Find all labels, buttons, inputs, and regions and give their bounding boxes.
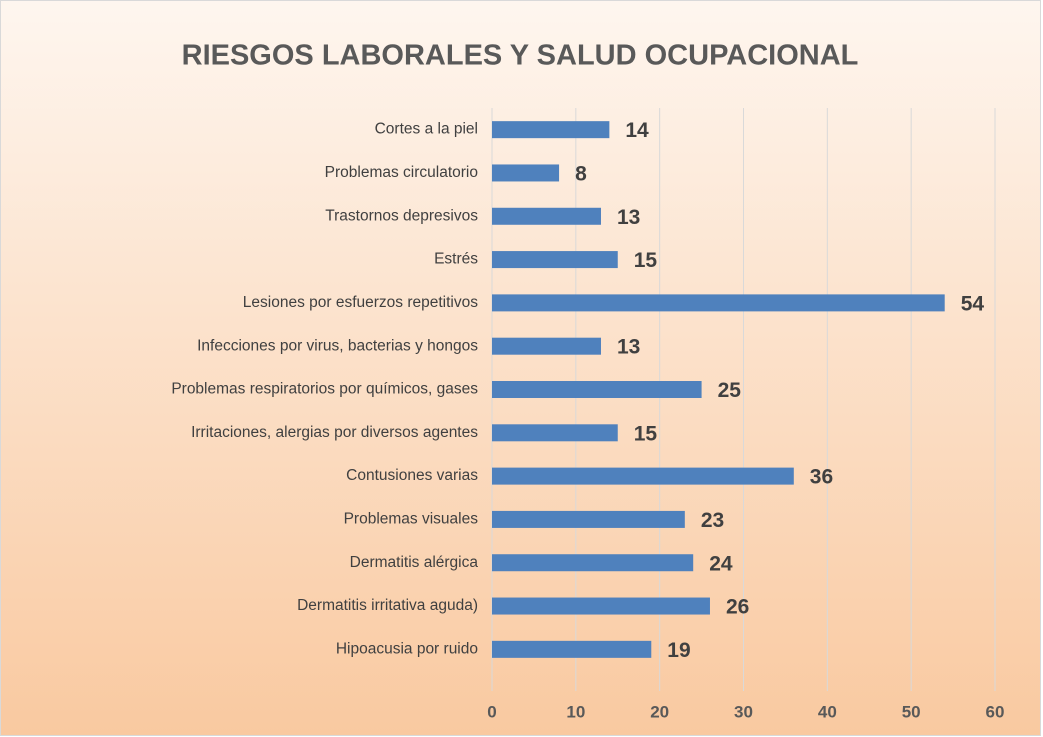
bar bbox=[492, 510, 685, 528]
data-label: 54 bbox=[961, 292, 985, 315]
bar bbox=[492, 467, 794, 485]
y-tick-label: Contusiones varias bbox=[346, 467, 478, 484]
bar bbox=[492, 207, 601, 225]
y-tick-label: Problemas respiratorios por químicos, ga… bbox=[171, 381, 478, 398]
bar bbox=[492, 640, 652, 658]
data-label: 25 bbox=[718, 379, 742, 402]
y-tick-label: Problemas visuales bbox=[344, 511, 479, 528]
bar bbox=[492, 294, 945, 312]
y-tick-label: Cortes a la piel bbox=[375, 121, 478, 138]
y-tick-label: Trastornos depresivos bbox=[325, 207, 478, 224]
x-tick-label: 20 bbox=[650, 702, 669, 721]
data-label: 26 bbox=[726, 596, 749, 619]
x-tick-label: 60 bbox=[986, 702, 1005, 721]
bar bbox=[492, 121, 610, 139]
x-tick-label: 0 bbox=[487, 702, 496, 721]
data-label: 15 bbox=[634, 249, 658, 272]
y-tick-label: Lesiones por esfuerzos repetitivos bbox=[243, 294, 478, 311]
bar bbox=[492, 164, 560, 182]
data-label: 8 bbox=[575, 163, 587, 186]
bar bbox=[492, 381, 702, 398]
data-label: 19 bbox=[667, 639, 690, 662]
x-tick-label: 50 bbox=[902, 702, 921, 721]
y-tick-label: Infecciones por virus, bacterias y hongo… bbox=[197, 337, 478, 354]
data-label: 13 bbox=[617, 336, 640, 359]
x-tick-label: 40 bbox=[818, 702, 837, 721]
y-tick-label: Problemas circulatorio bbox=[325, 164, 478, 181]
bar bbox=[492, 597, 710, 615]
data-label: 15 bbox=[634, 422, 658, 445]
data-label: 13 bbox=[617, 206, 640, 229]
y-tick-label: Dermatitis irritativa aguda) bbox=[297, 597, 478, 614]
bar bbox=[492, 554, 694, 572]
data-label: 36 bbox=[810, 466, 833, 489]
data-label: 23 bbox=[701, 509, 724, 532]
x-tick-label: 10 bbox=[566, 702, 585, 721]
bar bbox=[492, 337, 601, 355]
bar bbox=[492, 424, 618, 442]
data-label: 24 bbox=[709, 552, 733, 575]
y-tick-label: Irritaciones, alergias por diversos agen… bbox=[191, 424, 478, 441]
bar bbox=[492, 251, 618, 269]
data-label: 14 bbox=[625, 119, 649, 142]
y-tick-label: Dermatitis alérgica bbox=[350, 554, 479, 571]
y-tick-label: Hipoacusia por ruido bbox=[336, 640, 478, 657]
x-tick-label: 30 bbox=[734, 702, 753, 721]
chart-title: RIESGOS LABORALES Y SALUD OCUPACIONAL bbox=[182, 40, 859, 72]
y-tick-label: Estrés bbox=[434, 251, 478, 268]
